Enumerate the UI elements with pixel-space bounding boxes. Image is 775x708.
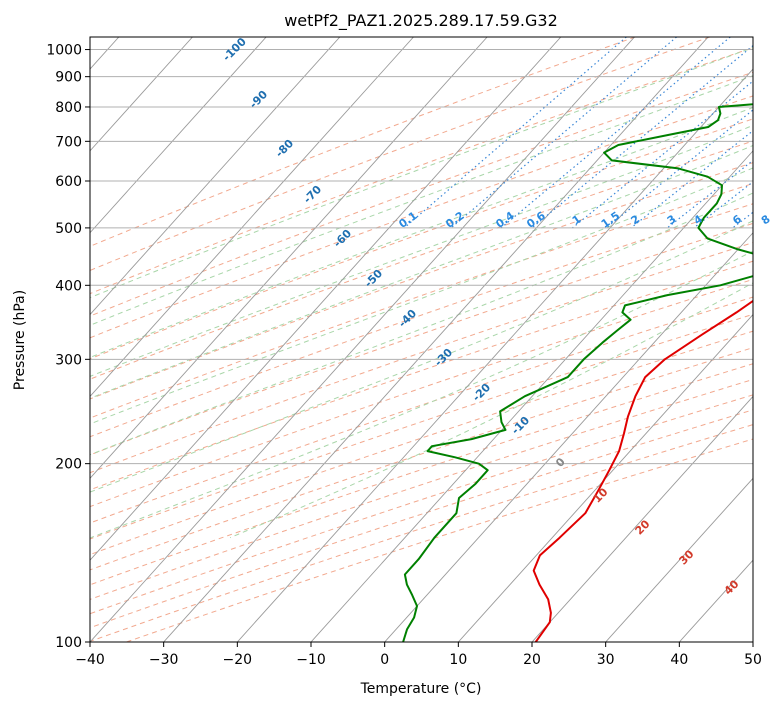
isotherm-line: [531, 395, 753, 642]
dry-adiabat-line: [90, 378, 753, 600]
isotherm-label: -60: [331, 227, 354, 250]
isotherm-line: [236, 68, 753, 642]
isotherm-line: [752, 641, 753, 642]
warm-isotherm-label: 40: [722, 577, 742, 597]
x-tick-label: 40: [670, 652, 688, 668]
mixing-ratio-label: 6: [730, 212, 744, 227]
isotherm-line: [90, 37, 267, 234]
warm-isotherm-label: 30: [677, 547, 697, 567]
dry-adiabat-line: [90, 347, 753, 571]
x-tick-label: 50: [744, 652, 762, 668]
y-tick-label: 700: [55, 134, 82, 150]
y-tick-label: 300: [55, 352, 82, 368]
dry-adiabat-line: [90, 47, 753, 295]
mixing-ratio-line: [572, 80, 753, 229]
isotherm-line: [163, 37, 709, 642]
temperature-profile-line: [532, 299, 753, 642]
isotherm-line: [384, 232, 753, 642]
isotherm-line: [90, 37, 562, 561]
mixing-ratio-line: [666, 159, 753, 229]
y-tick-label: 900: [55, 70, 82, 86]
isotherm-label: -90: [247, 88, 270, 111]
y-tick-label: 1000: [46, 43, 82, 59]
x-axis-label: Temperature (°C): [360, 681, 482, 697]
mixing-ratio-line: [531, 44, 753, 229]
x-tick-label: −40: [75, 652, 105, 668]
mixing-ratio-line: [500, 37, 731, 229]
isotherm-line: [90, 37, 635, 642]
isotherm-label: -40: [396, 307, 419, 330]
dry-adiabat-line: [90, 394, 753, 615]
isotherm-line: [90, 37, 193, 152]
mixing-ratio-line: [605, 109, 753, 229]
dry-adiabat-line: [126, 438, 753, 642]
mixing-ratio-line: [403, 37, 627, 229]
isotherm-line: [90, 37, 341, 316]
y-tick-label: 100: [55, 635, 82, 651]
dry-adiabat-line: [90, 296, 753, 524]
isotherm-label: -10: [509, 414, 532, 437]
y-tick-label: 600: [55, 174, 82, 190]
dry-adiabat-line: [90, 260, 753, 491]
isotherm-line: [90, 37, 414, 398]
dry-adiabat-line: [90, 118, 753, 360]
x-tick-label: −10: [296, 652, 326, 668]
plot-frame: [89, 36, 754, 643]
isotherm-line: [605, 477, 753, 642]
mixing-ratio-line: [761, 37, 775, 228]
isotherm-label: -80: [273, 137, 296, 160]
y-tick-label: 200: [55, 457, 82, 473]
y-tick-label: 800: [55, 100, 82, 116]
y-tick-label: 500: [55, 221, 82, 237]
y-axis-label: Pressure (hPa): [12, 290, 28, 390]
warm-isotherm-label: 20: [633, 517, 653, 537]
mixing-ratio-label: 8: [759, 212, 773, 227]
dry-adiabat-line: [90, 140, 753, 380]
dry-adiabat-line: [90, 37, 710, 271]
mixing-ratio-label: 2: [629, 212, 643, 227]
mixing-ratio-line: [693, 181, 753, 229]
x-tick-label: 10: [449, 652, 467, 668]
mixing-ratio-line: [732, 211, 753, 229]
dry-adiabat-line: [90, 162, 753, 400]
dry-adiabat-line: [90, 409, 753, 629]
y-tick-label: 400: [55, 278, 82, 294]
x-tick-label: −30: [149, 652, 179, 668]
x-tick-label: 0: [380, 652, 389, 668]
x-tick-label: 30: [597, 652, 615, 668]
dry-adiabat-line: [90, 242, 753, 474]
isotherm-line: [90, 37, 488, 479]
mixing-ratio-label: 3: [665, 212, 679, 227]
skewt-background: [90, 37, 775, 642]
dewpoint-profile-line: [402, 103, 753, 642]
profile-series: [402, 103, 753, 642]
x-axis-ticks: −40 −30 −20 −10 0 10 20 30 40 50: [75, 642, 762, 668]
warm-isotherm-label: 10: [591, 485, 611, 505]
x-tick-label: −20: [223, 652, 253, 668]
isotherm-label: -50: [362, 267, 385, 290]
isotherm-line: [310, 150, 753, 642]
dry-adiabat-line: [90, 203, 753, 438]
isotherm-label: -70: [301, 183, 324, 206]
y-axis-ticks: 100 200 300 400 500 600 700 800 900 1000: [46, 43, 90, 651]
x-tick-label: 20: [523, 652, 541, 668]
mixing-ratio-line: [630, 129, 753, 229]
dry-adiabat-line: [90, 71, 753, 317]
isotherm-line: [457, 313, 753, 642]
chart-title: wetPf2_PAZ1.2025.289.17.59.G32: [284, 11, 558, 31]
